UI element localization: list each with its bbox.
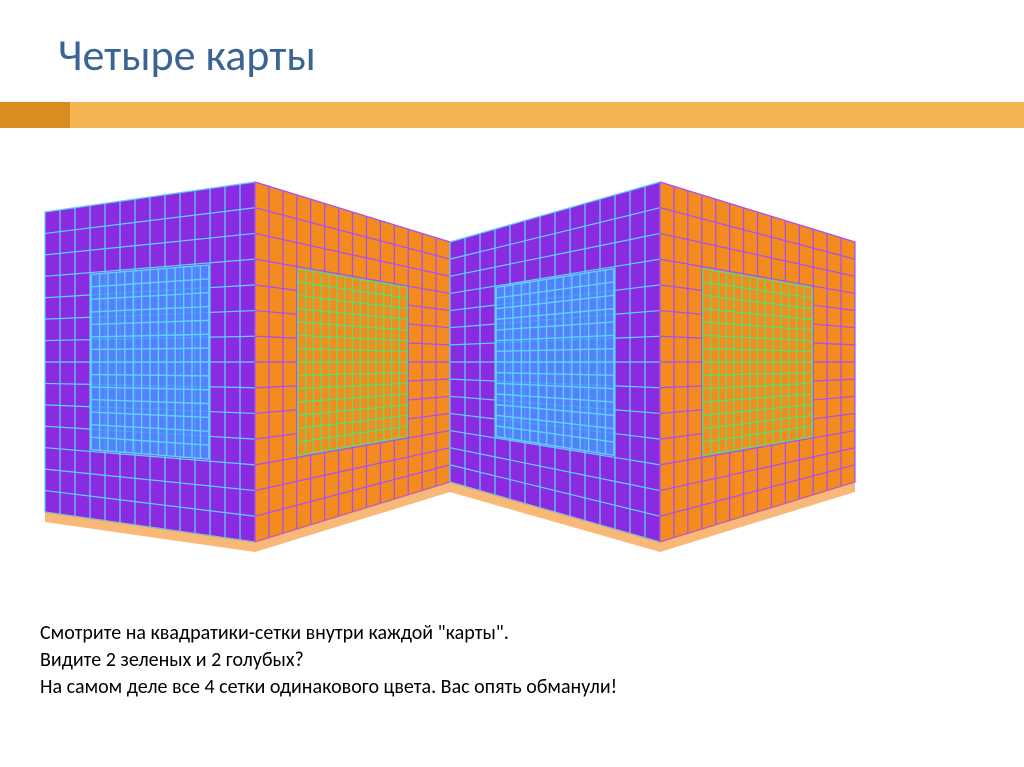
page-title: Четыре карты (58, 28, 316, 82)
accent-band-light (70, 102, 1024, 128)
caption-text: Смотрите на квадратики-сетки внутри кажд… (40, 620, 617, 701)
caption-line-2: Видите 2 зеленых и 2 голубых? (40, 647, 617, 674)
caption-line-3: На самом деле все 4 сетки одинакового цв… (40, 674, 617, 701)
accent-band-dark (0, 102, 70, 128)
four-cards-illusion (40, 172, 870, 552)
caption-line-1: Смотрите на квадратики-сетки внутри кажд… (40, 620, 617, 647)
accent-band (0, 102, 1024, 128)
